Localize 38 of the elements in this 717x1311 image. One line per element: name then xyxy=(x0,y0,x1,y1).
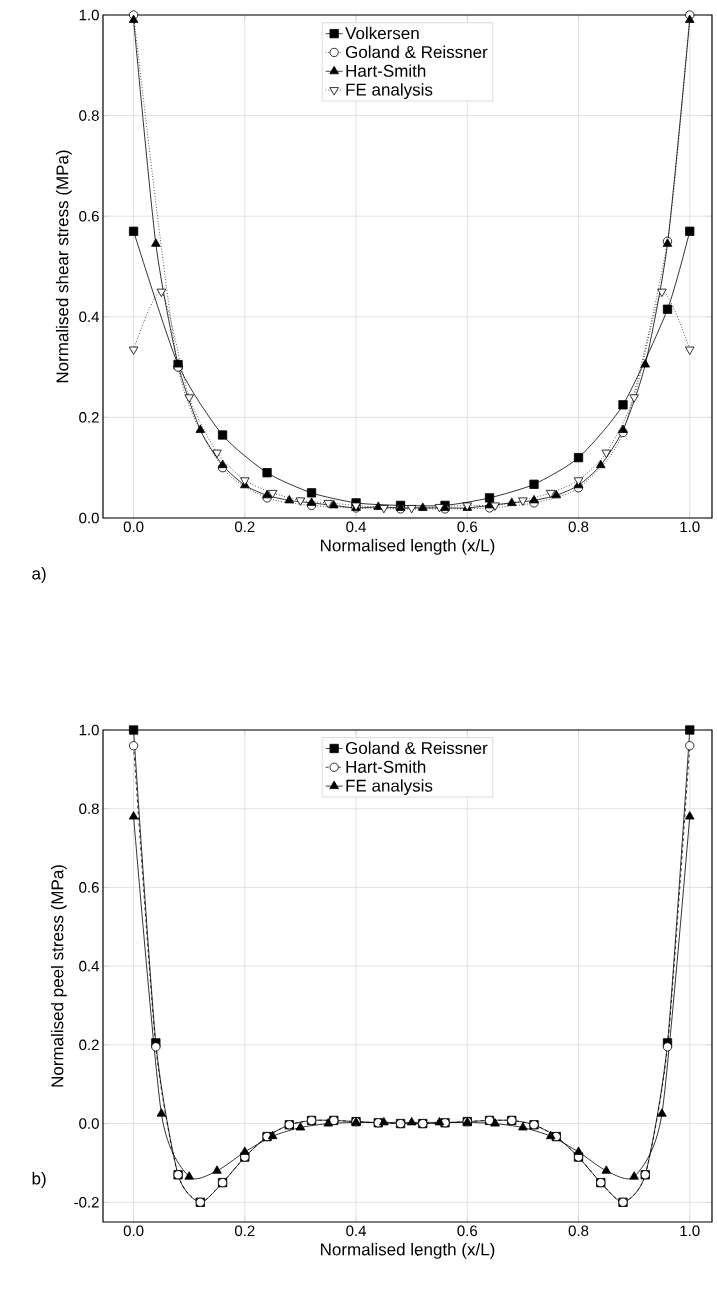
y-tick-label: 0.2 xyxy=(79,1039,99,1051)
legend-label: FE analysis xyxy=(346,83,433,100)
y-tick-label: 1.0 xyxy=(79,9,99,21)
legend-label: Hart-Smith xyxy=(346,64,426,77)
y-axis-title: Normalised shear stress (MPa) xyxy=(55,150,72,383)
y-axis-title: Normalised peel stress (MPa) xyxy=(50,865,67,1087)
y-tick-label: 0.8 xyxy=(79,110,99,121)
legend-label: Goland & Reissner xyxy=(345,45,488,59)
x-tick-label: 0.4 xyxy=(346,1225,367,1237)
x-tick-label: 0.0 xyxy=(123,1225,144,1237)
y-tick-label: 0.2 xyxy=(79,412,99,423)
x-axis-title: Normalised length (x/L) xyxy=(321,539,495,555)
legend-label: Volkersen xyxy=(345,26,419,40)
x-tick-label: 1.0 xyxy=(680,1225,700,1237)
x-tick-label: 1.0 xyxy=(680,521,700,533)
x-tick-label: 0.4 xyxy=(346,521,367,533)
x-axis-title: Normalised length (x/L) xyxy=(321,1243,495,1259)
x-tick-label: 0.2 xyxy=(234,521,255,533)
x-tick-label: 0.6 xyxy=(457,521,478,533)
y-tick-label: 0.0 xyxy=(79,512,99,524)
y-tick-label: 0.8 xyxy=(79,803,99,815)
legend-label: FE analysis xyxy=(346,779,433,796)
x-tick-label: 0.6 xyxy=(457,1225,478,1237)
y-tick-label: 0.6 xyxy=(79,210,99,222)
y-tick-label: 0.0 xyxy=(79,1118,99,1129)
x-tick-label: 0.8 xyxy=(568,521,589,533)
x-tick-label: 0.0 xyxy=(123,521,144,533)
text: a) xyxy=(32,567,46,583)
x-tick-label: 0.2 xyxy=(234,1225,255,1237)
y-tick-label: 0.4 xyxy=(79,311,100,323)
x-tick-label: 0.8 xyxy=(568,1225,589,1237)
y-tick-label: 0.6 xyxy=(79,882,99,893)
legend-label: Hart-Smith xyxy=(346,760,426,773)
y-tick-label: 1.0 xyxy=(79,724,99,736)
text: b) xyxy=(32,1172,46,1188)
legend-label: Goland & Reissner xyxy=(345,741,488,755)
y-tick-label: 0.4 xyxy=(79,960,100,972)
y-tick-label: -0.2 xyxy=(74,1196,99,1208)
